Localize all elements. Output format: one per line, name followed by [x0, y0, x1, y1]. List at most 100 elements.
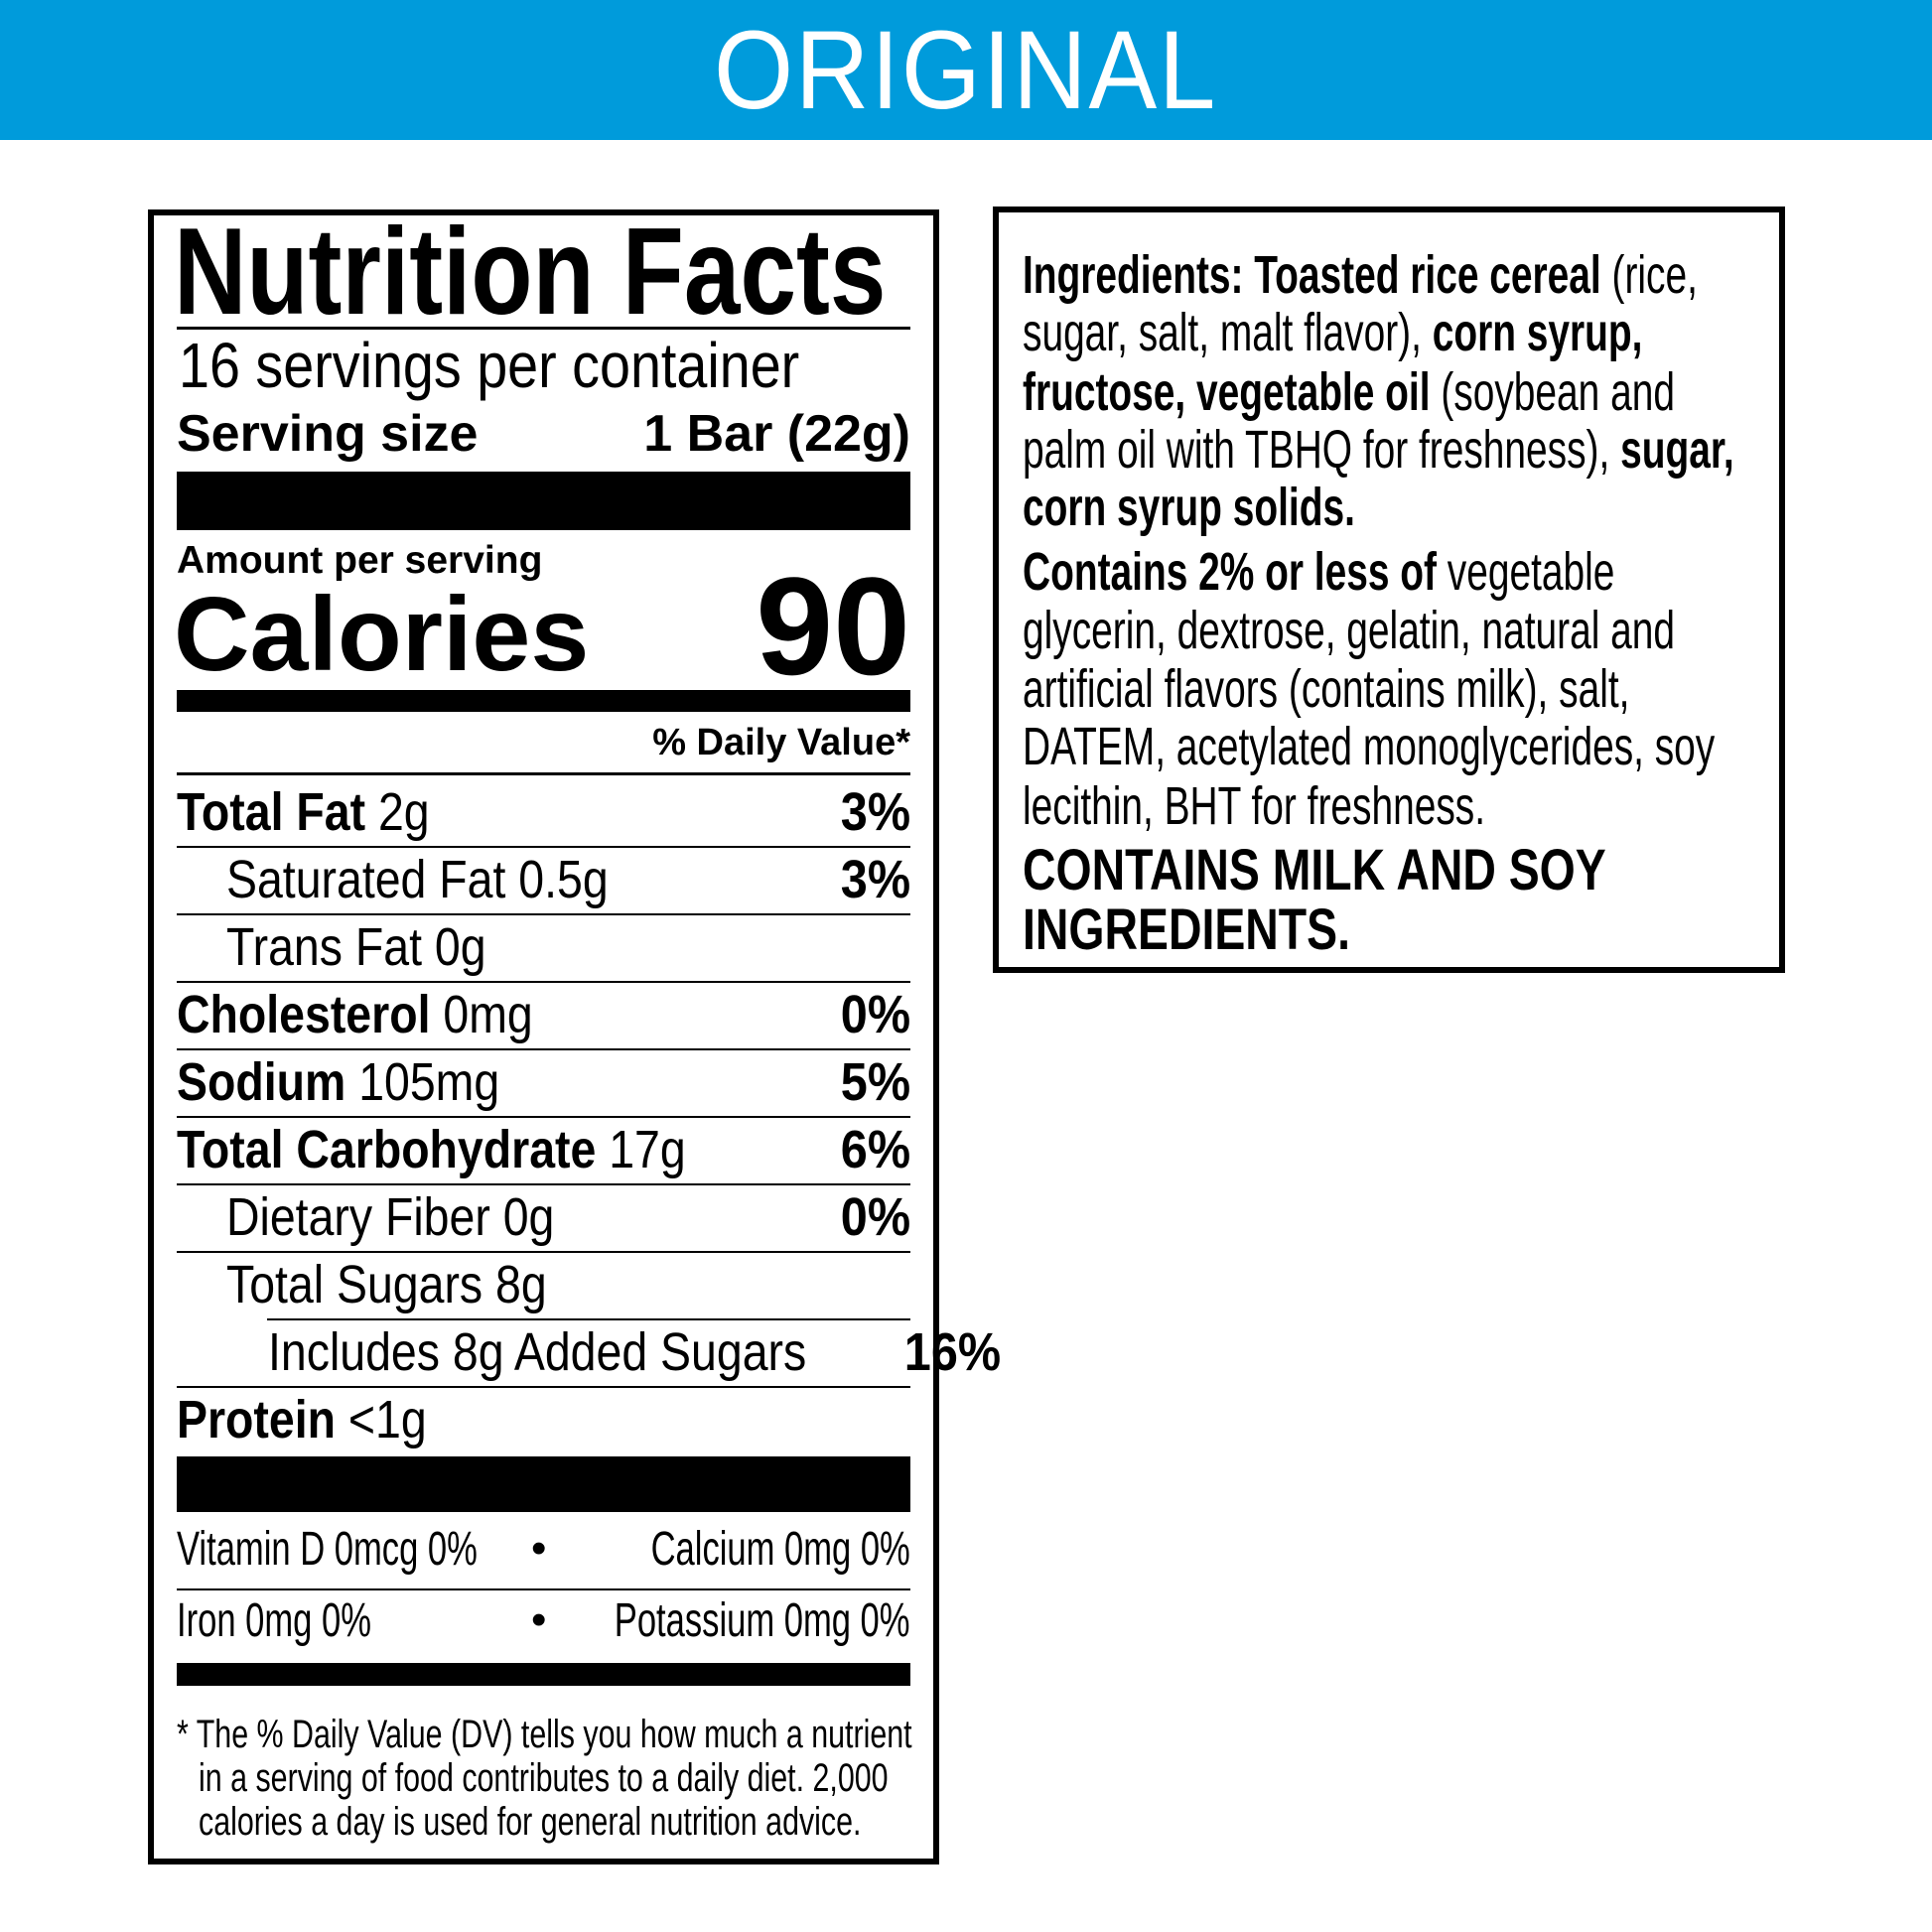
ingredient-text: glycerin, dextrose, gelatin, natural and [1023, 601, 1676, 660]
thick-bar [177, 472, 910, 530]
nutrient-amount: 0g [434, 917, 486, 977]
ingredient-text: vegetable [1436, 542, 1615, 602]
nutrient-label: Total Fat 2g [177, 781, 430, 843]
calories-label: Calories [174, 576, 590, 693]
thick-bar [177, 690, 910, 712]
nutrient-row: Trans Fat 0g [177, 913, 910, 981]
divider [177, 846, 910, 848]
daily-value-percent: 16% [904, 1322, 1002, 1382]
nutrient-name: Total Fat [177, 782, 366, 842]
divider [177, 1048, 910, 1050]
nutrient-name: Trans Fat [226, 917, 422, 977]
nutrient-name: Dietary Fiber [226, 1187, 490, 1247]
ingredients-line: artificial flavors (contains milk), salt… [1023, 662, 1629, 716]
divider [177, 1588, 910, 1590]
ingredient-bold-text: corn syrup solids. [1023, 478, 1355, 537]
nutrient-amount: 0.5g [518, 850, 609, 909]
nutrient-label: Saturated Fat 0.5g [226, 849, 609, 910]
nutrient-amount: 17g [609, 1120, 686, 1179]
nutrient-label: Total Carbohydrate 17g [177, 1119, 686, 1180]
nutrient-row: Sodium 105mg 5% [177, 1048, 910, 1116]
nutrient-row: Total Sugars 8g [177, 1251, 910, 1318]
ingredient-text: palm oil with TBHQ for freshness), [1023, 420, 1621, 480]
ingredients-line: DATEM, acetylated monoglycerides, soy [1023, 720, 1715, 773]
nutrient-label: Sodium 105mg [177, 1051, 499, 1113]
daily-value-header: % Daily Value* [652, 722, 910, 763]
nutrient-row: Dietary Fiber 0g 0% [177, 1183, 910, 1251]
nutrient-name: Total Carbohydrate [177, 1120, 597, 1179]
ingredient-bold-text: sugar, [1620, 420, 1734, 480]
servings-per-container: 16 servings per container [179, 330, 800, 401]
nutrient-amount: 8g [495, 1255, 547, 1314]
nutrient-row: Total Fat 2g 3% [177, 778, 910, 846]
bullet: • [531, 1524, 547, 1573]
flavor-banner: ORIGINAL [0, 0, 1932, 140]
daily-value-percent: 3% [840, 850, 910, 909]
divider [267, 1318, 910, 1320]
nutrient-label: Trans Fat 0g [226, 916, 486, 978]
ingredients-line: sugar, salt, malt flavor), corn syrup, [1023, 306, 1642, 359]
bullet: • [531, 1595, 547, 1644]
ingredient-text: DATEM, acetylated monoglycerides, soy [1023, 717, 1716, 776]
ingredient-bold-text: Contains 2% or less of [1023, 542, 1437, 602]
calcium: Calcium 0mg 0% [650, 1523, 910, 1576]
divider [177, 1116, 910, 1118]
footnote-line: in a serving of food contributes to a da… [199, 1756, 889, 1800]
ingredient-text: artificial flavors (contains milk), salt… [1023, 659, 1630, 719]
amount-per-serving: Amount per serving [177, 539, 543, 582]
nutrient-label: Protein <1g [177, 1389, 427, 1450]
allergen-statement: INGREDIENTS. [1023, 897, 1350, 962]
nutrient-label: Includes 8g Added Sugars [268, 1321, 806, 1383]
ingredients-line: corn syrup solids. [1023, 481, 1355, 534]
nutrient-name: Cholesterol [177, 985, 431, 1044]
serving-size-label: Serving size [177, 405, 479, 463]
nutrient-row: Saturated Fat 0.5g 3% [177, 846, 910, 913]
vitamin-d: Vitamin D 0mcg 0% [177, 1523, 478, 1576]
divider [177, 327, 910, 330]
serving-size-value: 1 Bar (22g) [643, 405, 910, 463]
nutrient-amount: 0mg [443, 985, 533, 1044]
divider [177, 1251, 910, 1253]
divider [177, 913, 910, 915]
daily-value-percent: 6% [840, 1120, 910, 1179]
ingredient-text: (rice, [1600, 245, 1698, 305]
nutrient-name: Total Sugars [226, 1255, 483, 1314]
thick-bar [177, 1663, 910, 1686]
ingredient-text: lecithin, BHT for freshness. [1023, 776, 1486, 836]
nutrient-row: Includes 8g Added Sugars 16% [177, 1318, 1002, 1386]
divider [177, 1183, 910, 1185]
nutrition-facts-panel: Nutrition Facts 16 servings per containe… [148, 204, 1002, 1864]
ingredients-line: Ingredients: Toasted rice cereal (rice, [1023, 248, 1698, 302]
footnote-line: calories a day is used for general nutri… [199, 1800, 862, 1844]
nutrient-name: Saturated Fat [226, 850, 506, 909]
footnote-line: * The % Daily Value (DV) tells you how m… [177, 1713, 912, 1756]
ingredient-bold-text: Ingredients: Toasted rice cereal [1023, 245, 1601, 305]
potassium: Potassium 0mg 0% [615, 1594, 910, 1647]
ingredients-line: lecithin, BHT for freshness. [1023, 779, 1485, 833]
banner-title: ORIGINAL [714, 8, 1218, 132]
nutrient-amount: 2g [377, 782, 430, 842]
ingredient-text: (soybean and [1430, 362, 1675, 422]
nutrient-name: Protein [177, 1390, 336, 1449]
ingredient-bold-text: corn syrup, [1432, 303, 1643, 362]
divider [177, 981, 910, 983]
nutrient-amount: <1g [347, 1390, 427, 1449]
nutrient-name: Includes 8g Added Sugars [268, 1322, 807, 1382]
daily-value-percent: 0% [840, 985, 910, 1044]
divider [177, 1386, 910, 1388]
daily-value-percent: 0% [840, 1187, 910, 1247]
ingredient-bold-text: fructose, vegetable oil [1023, 362, 1431, 422]
daily-value-percent: 3% [840, 782, 910, 842]
calories-value: 90 [756, 548, 910, 704]
ingredients-line: Contains 2% or less of vegetable [1023, 545, 1614, 599]
nutrient-row: Total Carbohydrate 17g 6% [177, 1116, 910, 1183]
nutrient-label: Cholesterol 0mg [177, 984, 533, 1045]
nutrient-name: Sodium [177, 1052, 346, 1112]
ingredients-panel: Ingredients: Toasted rice cereal (rice, s… [993, 207, 1785, 973]
nutrient-row: Protein <1g [177, 1386, 910, 1453]
nutrient-amount: 105mg [358, 1052, 500, 1112]
nutrient-label: Total Sugars 8g [226, 1254, 547, 1315]
thick-bar [177, 1456, 910, 1512]
iron: Iron 0mg 0% [177, 1594, 371, 1647]
nutrient-row: Cholesterol 0mg 0% [177, 981, 910, 1048]
